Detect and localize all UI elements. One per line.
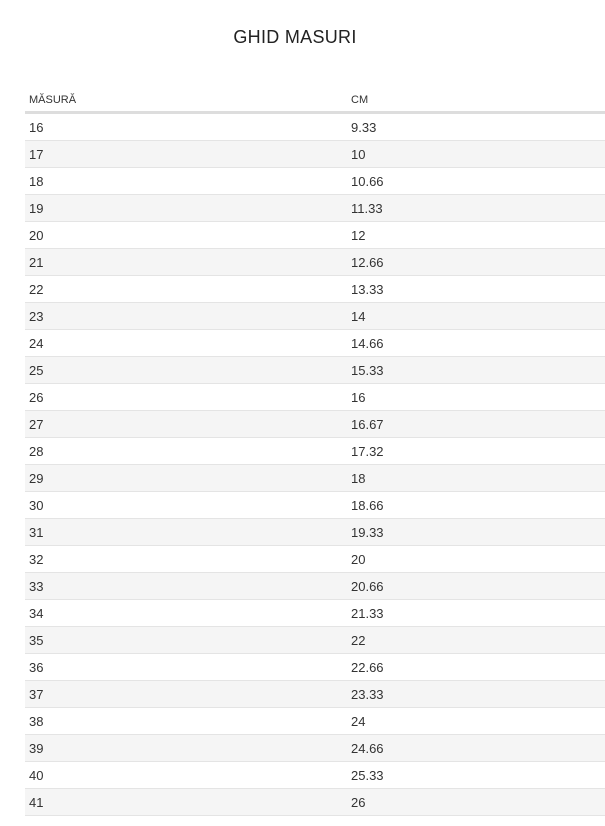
cm-cell: 24 xyxy=(347,707,605,735)
cm-cell: 11.33 xyxy=(347,194,605,222)
table-row: 24 14.66 xyxy=(25,329,605,357)
size-cell: 34 xyxy=(25,599,347,627)
size-cell: 29 xyxy=(25,464,347,492)
cm-cell: 12 xyxy=(347,221,605,249)
size-cell: 33 xyxy=(25,572,347,600)
size-cell: 39 xyxy=(25,734,347,762)
cm-cell: 10.66 xyxy=(347,167,605,195)
cm-cell: 16.67 xyxy=(347,410,605,438)
table-row: 38 24 xyxy=(25,707,605,735)
cm-cell: 22 xyxy=(347,626,605,654)
table-row: 16 9.33 xyxy=(25,112,605,141)
table-row: 23 14 xyxy=(25,302,605,330)
header-size: MĂSURĂ xyxy=(25,89,347,114)
cm-cell: 10 xyxy=(347,140,605,168)
cm-cell: 26 xyxy=(347,788,605,816)
cm-cell: 9.33 xyxy=(347,112,605,141)
cm-cell: 19.33 xyxy=(347,518,605,546)
table-row: 41 26 xyxy=(25,788,605,816)
table-row: 29 18 xyxy=(25,464,605,492)
table-row: 25 15.33 xyxy=(25,356,605,384)
table-row: 30 18.66 xyxy=(25,491,605,519)
cm-cell: 14.66 xyxy=(347,329,605,357)
cm-cell: 20.66 xyxy=(347,572,605,600)
table-row: 21 12.66 xyxy=(25,248,605,276)
size-cell: 21 xyxy=(25,248,347,276)
table-row: 20 12 xyxy=(25,221,605,249)
size-cell: 38 xyxy=(25,707,347,735)
size-cell: 27 xyxy=(25,410,347,438)
table-row: 31 19.33 xyxy=(25,518,605,546)
cm-cell: 15.33 xyxy=(347,356,605,384)
size-cell: 32 xyxy=(25,545,347,573)
size-cell: 30 xyxy=(25,491,347,519)
header-cm: CM xyxy=(347,89,605,114)
cm-cell: 18.66 xyxy=(347,491,605,519)
cm-cell: 12.66 xyxy=(347,248,605,276)
size-cell: 37 xyxy=(25,680,347,708)
size-cell: 40 xyxy=(25,761,347,789)
table-row: 35 22 xyxy=(25,626,605,654)
size-cell: 36 xyxy=(25,653,347,681)
cm-cell: 24.66 xyxy=(347,734,605,762)
size-cell: 18 xyxy=(25,167,347,195)
table-row: 28 17.32 xyxy=(25,437,605,465)
size-cell: 35 xyxy=(25,626,347,654)
size-cell: 22 xyxy=(25,275,347,303)
size-cell: 17 xyxy=(25,140,347,168)
size-cell: 19 xyxy=(25,194,347,222)
table-row: 32 20 xyxy=(25,545,605,573)
table-row: 39 24.66 xyxy=(25,734,605,762)
table-row: 18 10.66 xyxy=(25,167,605,195)
size-cell: 41 xyxy=(25,788,347,816)
size-cell: 25 xyxy=(25,356,347,384)
table-row: 19 11.33 xyxy=(25,194,605,222)
cm-cell: 20 xyxy=(347,545,605,573)
cm-cell: 14 xyxy=(347,302,605,330)
size-cell: 28 xyxy=(25,437,347,465)
table-row: 33 20.66 xyxy=(25,572,605,600)
table-row: 40 25.33 xyxy=(25,761,605,789)
size-cell: 23 xyxy=(25,302,347,330)
size-cell: 20 xyxy=(25,221,347,249)
size-cell: 16 xyxy=(25,112,347,141)
cm-cell: 25.33 xyxy=(347,761,605,789)
cm-cell: 16 xyxy=(347,383,605,411)
cm-cell: 21.33 xyxy=(347,599,605,627)
table-row: 36 22.66 xyxy=(25,653,605,681)
table-row: 22 13.33 xyxy=(25,275,605,303)
page-title: GHID MASURI xyxy=(233,27,357,47)
size-cell: 31 xyxy=(25,518,347,546)
cm-cell: 22.66 xyxy=(347,653,605,681)
cm-cell: 23.33 xyxy=(347,680,605,708)
size-guide-table: MĂSURĂ CM 16 9.33 17 10 18 10.66 19 11.33 20 12 21… xyxy=(25,89,605,816)
table-header-row: MĂSURĂ CM xyxy=(25,89,605,114)
table-row: 26 16 xyxy=(25,383,605,411)
table-row: 34 21.33 xyxy=(25,599,605,627)
cm-cell: 17.32 xyxy=(347,437,605,465)
size-cell: 26 xyxy=(25,383,347,411)
cm-cell: 13.33 xyxy=(347,275,605,303)
table-row: 27 16.67 xyxy=(25,410,605,438)
table-row: 17 10 xyxy=(25,140,605,168)
cm-cell: 18 xyxy=(347,464,605,492)
size-cell: 24 xyxy=(25,329,347,357)
table-row: 37 23.33 xyxy=(25,680,605,708)
